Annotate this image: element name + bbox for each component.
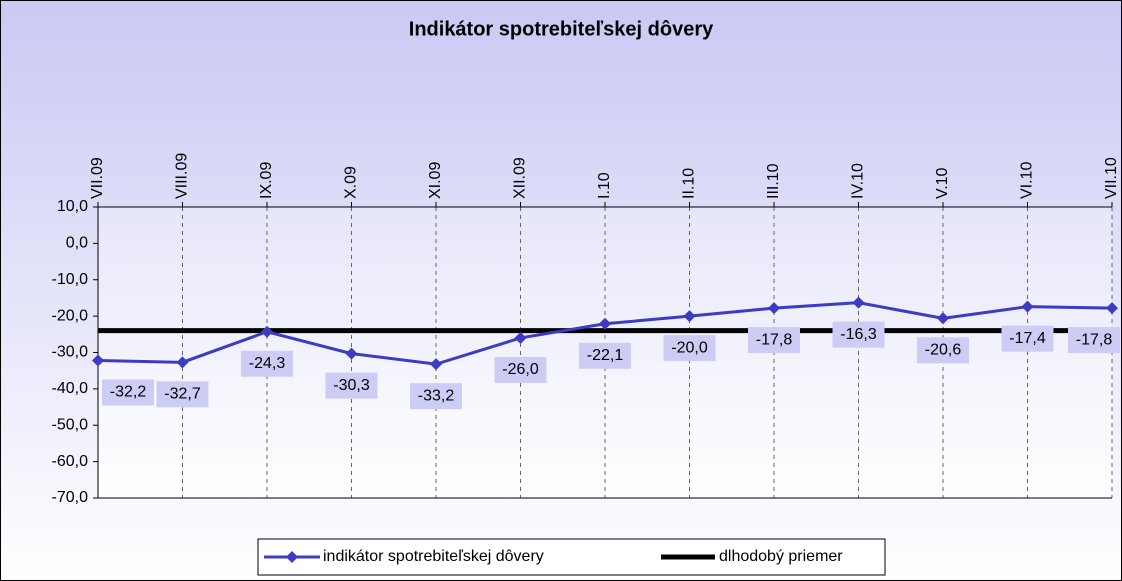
data-label: -30,3 (333, 377, 370, 394)
data-label: -16,3 (840, 326, 877, 343)
x-tick-label: VII.10 (1103, 157, 1120, 199)
x-tick-label: XI.09 (427, 162, 444, 199)
marker (176, 356, 189, 369)
y-tick-label: -70,0 (52, 489, 89, 506)
x-tick-label: VII.09 (89, 157, 106, 199)
chart-title: Indikátor spotrebiteľskej dôvery (409, 18, 714, 40)
data-label: -24,3 (249, 355, 286, 372)
y-tick-label: 0,0 (66, 235, 88, 252)
y-tick-label: -50,0 (52, 416, 89, 433)
marker (768, 302, 780, 315)
data-label: -32,2 (110, 384, 147, 401)
data-label: -20,0 (671, 339, 708, 356)
label-box (748, 327, 800, 354)
y-tick-label: -60,0 (52, 453, 89, 470)
x-tick-label: VI.10 (1019, 162, 1036, 199)
x-tick-label: XII.09 (512, 157, 529, 199)
data-label: -22,1 (587, 347, 624, 364)
marker (514, 331, 527, 344)
data-label: -32,7 (164, 386, 201, 403)
data-label: -33,2 (418, 387, 455, 404)
label-box (917, 337, 969, 364)
x-tick-label: II.10 (681, 168, 698, 199)
label-box (325, 372, 378, 399)
y-tick-label: -40,0 (52, 380, 89, 397)
marker (430, 358, 442, 371)
x-tick-label: I.10 (596, 172, 613, 199)
x-tick-label: V.10 (934, 167, 951, 199)
label-box (663, 335, 716, 362)
data-label: -17,4 (1009, 330, 1046, 347)
y-tick-label: 10,0 (57, 198, 88, 215)
x-tick-label: VIII.09 (174, 153, 191, 199)
label-box (410, 383, 462, 410)
legend-label: dlhodobý priemer (719, 548, 843, 565)
legend-marker (286, 551, 298, 563)
data-label: -26,0 (502, 361, 539, 378)
marker (261, 325, 273, 338)
x-tick-label: IX.09 (258, 162, 275, 199)
data-label: -17,8 (756, 331, 793, 348)
legend (257, 538, 886, 576)
data-label: -20,6 (925, 342, 962, 359)
x-tick-label: III.10 (765, 163, 782, 199)
marker (937, 312, 949, 325)
marker (599, 317, 611, 330)
marker (1106, 302, 1118, 315)
label-box (241, 350, 293, 377)
label-box (832, 321, 885, 348)
y-tick-label: -10,0 (52, 271, 89, 288)
x-tick-label: IV.10 (850, 163, 867, 199)
y-tick-label: -30,0 (52, 344, 89, 361)
marker (852, 296, 865, 309)
label-box (579, 342, 631, 369)
label-box (156, 381, 209, 408)
data-label: -17,8 (1076, 331, 1113, 348)
label-box (1068, 327, 1120, 354)
label-box (494, 356, 547, 383)
marker (1021, 300, 1034, 313)
y-tick-label: -20,0 (52, 307, 89, 324)
legend-label: indikátor spotrebiteľskej dôvery (323, 548, 544, 565)
label-box (102, 379, 154, 406)
marker (345, 347, 358, 360)
marker (92, 354, 104, 367)
label-box (1001, 325, 1054, 352)
marker (683, 310, 696, 323)
x-tick-label: X.09 (343, 166, 360, 199)
